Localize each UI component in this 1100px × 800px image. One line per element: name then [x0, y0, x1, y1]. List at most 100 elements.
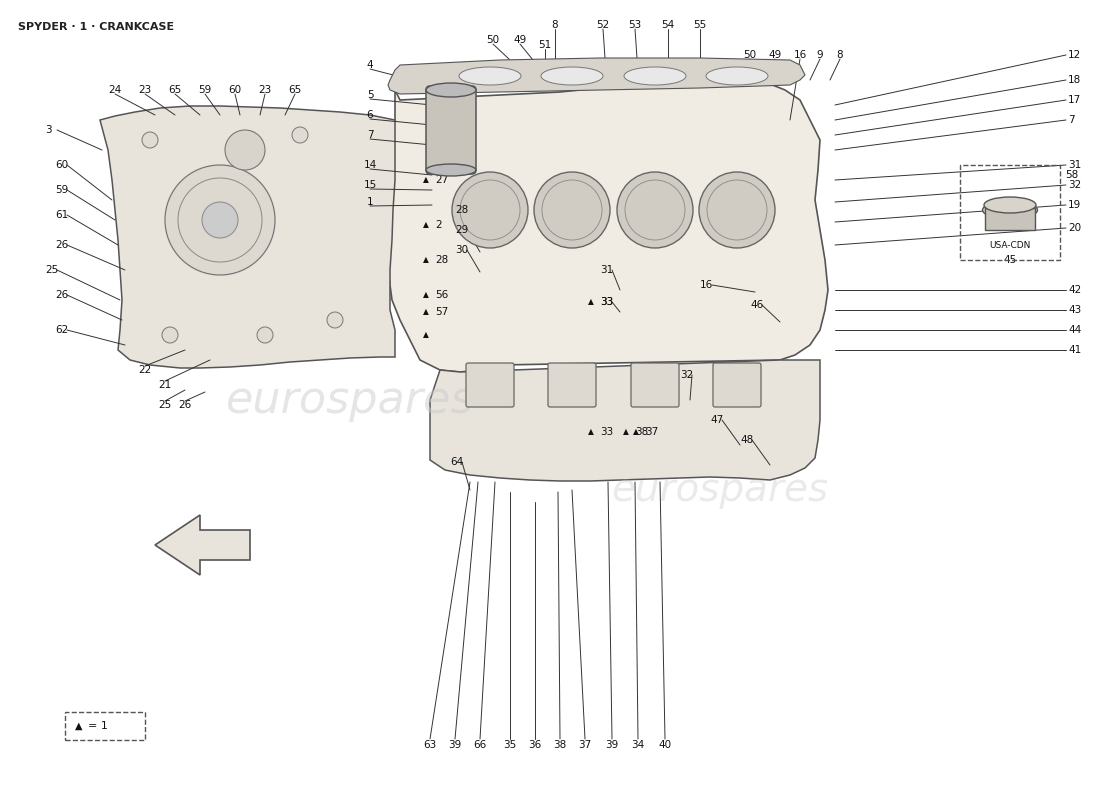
Text: 59: 59	[55, 185, 68, 195]
Circle shape	[292, 127, 308, 143]
Text: 1: 1	[366, 197, 373, 207]
Text: 5: 5	[366, 90, 373, 100]
Text: 60: 60	[229, 85, 242, 95]
Text: 16: 16	[793, 50, 806, 60]
Text: ▲: ▲	[424, 255, 429, 265]
Text: 51: 51	[538, 40, 551, 50]
Text: 33: 33	[600, 297, 614, 307]
FancyBboxPatch shape	[631, 363, 679, 407]
Text: 57: 57	[434, 307, 449, 317]
Ellipse shape	[541, 67, 603, 85]
Text: 4: 4	[366, 60, 373, 70]
Ellipse shape	[706, 67, 768, 85]
Text: 59: 59	[198, 85, 211, 95]
Text: 52: 52	[596, 20, 609, 30]
Text: 31: 31	[1068, 160, 1081, 170]
Text: 53: 53	[628, 20, 641, 30]
Text: 49: 49	[514, 35, 527, 45]
Text: 44: 44	[1068, 325, 1081, 335]
Text: 31: 31	[600, 265, 614, 275]
Text: 65: 65	[168, 85, 182, 95]
Text: 41: 41	[1068, 345, 1081, 355]
Text: 14: 14	[363, 160, 376, 170]
Circle shape	[202, 202, 238, 238]
Text: 38: 38	[635, 427, 648, 437]
Text: 33: 33	[600, 297, 614, 307]
Bar	[65, 712, 145, 740]
Circle shape	[617, 172, 693, 248]
FancyBboxPatch shape	[426, 86, 476, 174]
Circle shape	[226, 130, 265, 170]
Text: ▲: ▲	[424, 175, 429, 185]
Text: 45: 45	[1003, 255, 1016, 265]
Text: 16: 16	[700, 280, 713, 290]
Text: ▲: ▲	[623, 427, 629, 437]
Ellipse shape	[982, 201, 1037, 219]
Text: 7: 7	[1068, 115, 1075, 125]
Text: 37: 37	[579, 740, 592, 750]
Ellipse shape	[459, 67, 521, 85]
Text: 2: 2	[434, 220, 441, 230]
Text: 25: 25	[45, 265, 58, 275]
Text: 8: 8	[552, 20, 559, 30]
Text: 12: 12	[1068, 50, 1081, 60]
Text: 46: 46	[750, 300, 763, 310]
Bar	[984, 208, 1035, 230]
Text: 61: 61	[55, 210, 68, 220]
Text: 38: 38	[553, 740, 566, 750]
Text: 18: 18	[1068, 75, 1081, 85]
Text: ▲: ▲	[424, 330, 429, 339]
Text: 39: 39	[449, 740, 462, 750]
Text: 32: 32	[680, 370, 693, 380]
Text: 64: 64	[450, 457, 463, 467]
Text: 29: 29	[455, 225, 469, 235]
Polygon shape	[155, 515, 250, 575]
Text: 25: 25	[158, 400, 172, 410]
Polygon shape	[430, 360, 820, 481]
Text: 66: 66	[473, 740, 486, 750]
Ellipse shape	[984, 197, 1036, 213]
Text: 3: 3	[45, 125, 52, 135]
Text: 55: 55	[693, 20, 706, 30]
Circle shape	[142, 132, 158, 148]
Text: 47: 47	[710, 415, 724, 425]
Circle shape	[534, 172, 611, 248]
Text: 39: 39	[605, 740, 618, 750]
Circle shape	[327, 312, 343, 328]
Text: 23: 23	[258, 85, 272, 95]
Text: 36: 36	[528, 740, 541, 750]
Text: ▲: ▲	[588, 427, 594, 437]
Text: 54: 54	[661, 20, 674, 30]
Text: 62: 62	[55, 325, 68, 335]
Text: 22: 22	[139, 365, 152, 375]
Text: 49: 49	[769, 50, 782, 60]
FancyBboxPatch shape	[548, 363, 596, 407]
Text: 65: 65	[288, 85, 301, 95]
Text: ▲: ▲	[424, 307, 429, 317]
Text: 15: 15	[363, 180, 376, 190]
Text: 26: 26	[55, 290, 68, 300]
Circle shape	[452, 172, 528, 248]
Text: 28: 28	[455, 205, 469, 215]
Text: 32: 32	[1068, 180, 1081, 190]
Text: 40: 40	[659, 740, 672, 750]
Text: eurospares: eurospares	[226, 378, 474, 422]
Text: 58: 58	[1065, 170, 1078, 180]
Text: 17: 17	[1068, 95, 1081, 105]
Text: 28: 28	[434, 255, 449, 265]
Text: 9: 9	[816, 50, 823, 60]
Polygon shape	[388, 58, 805, 94]
FancyBboxPatch shape	[466, 363, 514, 407]
Text: eurospares: eurospares	[612, 471, 828, 509]
Circle shape	[257, 327, 273, 343]
Text: 24: 24	[109, 85, 122, 95]
Text: ▲: ▲	[424, 290, 429, 299]
Text: ▲: ▲	[424, 221, 429, 230]
Ellipse shape	[426, 164, 476, 176]
Text: ▲: ▲	[632, 427, 639, 437]
Circle shape	[162, 327, 178, 343]
Text: ▲: ▲	[588, 298, 594, 306]
Text: 48: 48	[740, 435, 754, 445]
Text: 60: 60	[55, 160, 68, 170]
Text: 26: 26	[55, 240, 68, 250]
